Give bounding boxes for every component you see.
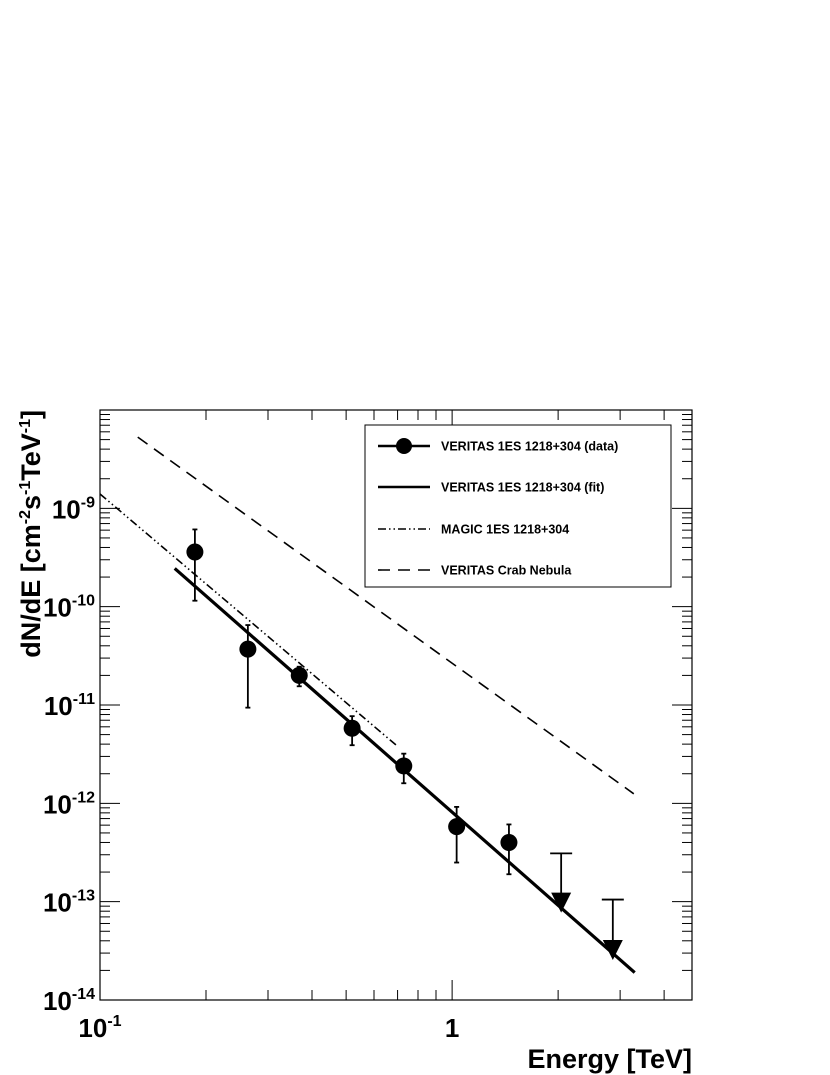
x-tick-label: 10-1	[78, 1013, 121, 1043]
legend-label: VERITAS 1ES 1218+304 (fit)	[441, 481, 604, 495]
y-tick-label: 10-10	[43, 593, 95, 623]
data-point	[343, 719, 361, 737]
legend-label: VERITAS Crab Nebula	[441, 564, 572, 578]
y-tick-label: 10-9	[52, 494, 95, 524]
data-point	[239, 640, 257, 658]
legend-item: MAGIC 1ES 1218+304	[378, 523, 569, 537]
series-line	[173, 567, 636, 974]
data-point	[448, 818, 466, 836]
series-line	[137, 436, 635, 795]
legend-label: VERITAS 1ES 1218+304 (data)	[441, 440, 618, 454]
data-point	[395, 757, 413, 775]
plot-frame	[99, 409, 693, 1001]
x-axis-title: Energy [TeV]	[527, 1044, 692, 1074]
legend-box	[364, 424, 672, 588]
plot-series	[99, 436, 636, 974]
legend-item: VERITAS 1ES 1218+304 (fit)	[378, 481, 604, 495]
y-axis-title: dN/dE [cm-2s-1TeV-1]	[16, 410, 46, 658]
upper-limit-marker	[602, 940, 623, 961]
upper-limit-marker	[551, 892, 572, 913]
y-tick-label: 10-11	[44, 691, 95, 721]
legend: VERITAS 1ES 1218+304 (data) VERITAS 1ES 1…	[364, 424, 672, 588]
legend-item: VERITAS 1ES 1218+304 (data)	[378, 438, 618, 454]
data-point	[500, 833, 518, 851]
y-tick-label: 10-14	[43, 986, 95, 1016]
legend-item: VERITAS Crab Nebula	[378, 564, 572, 578]
data-point	[186, 543, 204, 561]
series-line	[99, 493, 399, 747]
legend-label: MAGIC 1ES 1218+304	[441, 523, 569, 537]
legend-swatch-marker	[396, 438, 412, 454]
y-tick-label: 10-12	[43, 789, 95, 819]
x-tick-label: 1	[445, 1013, 459, 1043]
y-tick-label: 10-13	[43, 888, 95, 918]
